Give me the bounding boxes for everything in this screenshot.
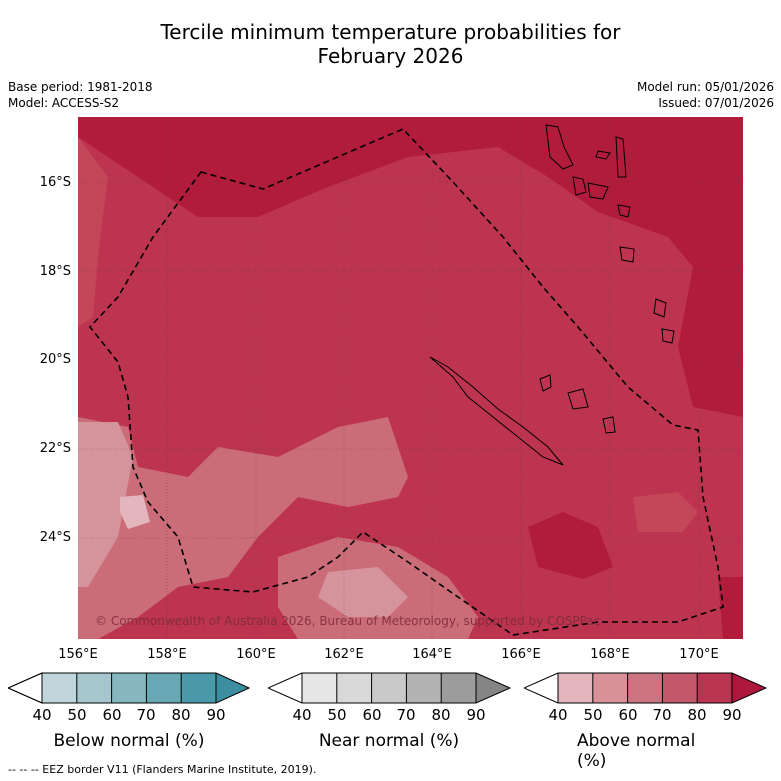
lat-label-18s: 18°S bbox=[39, 264, 71, 279]
cb1-tick-40: 40 bbox=[32, 706, 52, 724]
lon-label-158e: 158°E bbox=[147, 647, 187, 662]
vanuatu-9 bbox=[661, 328, 675, 344]
cb3-tick-80: 80 bbox=[687, 706, 707, 724]
region-60-70-west bbox=[78, 422, 133, 587]
region-above-90-southeast bbox=[718, 577, 743, 639]
loyalty-island-2 bbox=[567, 388, 589, 410]
eez-border bbox=[88, 128, 724, 636]
lat-label-24s: 24°S bbox=[39, 530, 71, 545]
cb-above-bin-1 bbox=[558, 673, 593, 703]
vanuatu-4 bbox=[587, 182, 609, 200]
cb-below-bin-4 bbox=[146, 673, 182, 703]
colorbar-below-normal bbox=[8, 672, 250, 704]
loyalty-island-3 bbox=[602, 416, 616, 434]
colorbar-above-normal bbox=[524, 672, 768, 704]
cb2-tick-40: 40 bbox=[292, 706, 312, 724]
vanuatu-3 bbox=[572, 176, 587, 196]
cb-near-bin-5 bbox=[441, 673, 476, 703]
loyalty-island-1 bbox=[539, 374, 552, 392]
probability-map bbox=[78, 117, 743, 639]
vanuatu-6 bbox=[617, 204, 631, 218]
cb3-tick-50: 50 bbox=[583, 706, 603, 724]
title-line-2: February 2026 bbox=[317, 44, 464, 68]
eez-legend: -- -- -- EEZ border V11 (Flanders Marine… bbox=[8, 763, 317, 776]
region-60-70-south bbox=[318, 567, 408, 617]
vanuatu-2 bbox=[595, 150, 611, 160]
cb1-tick-70: 70 bbox=[136, 706, 156, 724]
colorbar-below-label: Below normal (%) bbox=[53, 731, 205, 751]
lon-label-164e: 164°E bbox=[412, 647, 452, 662]
region-above-90-south bbox=[528, 512, 613, 579]
vanuatu-1 bbox=[545, 124, 574, 170]
base-period: Base period: 1981-2018 bbox=[8, 80, 153, 94]
cb-below-bin-1 bbox=[42, 673, 77, 703]
lat-label-22s: 22°S bbox=[39, 441, 71, 456]
copyright-notice: © Commonwealth of Australia 2026, Bureau… bbox=[95, 614, 601, 628]
cb-below-bin-5 bbox=[181, 673, 216, 703]
region-70-80-east bbox=[633, 492, 698, 532]
lon-label-166e: 166°E bbox=[501, 647, 541, 662]
cb-near-bin-3 bbox=[371, 673, 407, 703]
cb3-tick-90: 90 bbox=[722, 706, 742, 724]
cb2-tick-80: 80 bbox=[431, 706, 451, 724]
cb1-tick-60: 60 bbox=[102, 706, 122, 724]
lat-label-16s: 16°S bbox=[39, 175, 71, 190]
region-70-80-west bbox=[78, 137, 108, 327]
cb-below-bin-3 bbox=[111, 673, 147, 703]
model-name: Model: ACCESS-S2 bbox=[8, 96, 120, 110]
cb3-tick-70: 70 bbox=[652, 706, 672, 724]
colorbar-near-normal bbox=[268, 672, 512, 704]
lon-label-162e: 162°E bbox=[324, 647, 364, 662]
region-above-90-north bbox=[78, 117, 743, 417]
cb2-tick-50: 50 bbox=[327, 706, 347, 724]
cb-below-bin-2 bbox=[76, 673, 112, 703]
issued-date: Issued: 07/01/2026 bbox=[658, 96, 774, 110]
cb1-tick-90: 90 bbox=[206, 706, 226, 724]
cb-above-bin-4 bbox=[662, 673, 698, 703]
lon-label-170e: 170°E bbox=[679, 647, 719, 662]
colorbar-above-label: Above normal (%) bbox=[577, 731, 696, 771]
vanuatu-8 bbox=[653, 298, 667, 318]
lon-label-160e: 160°E bbox=[236, 647, 276, 662]
colorbar-near-label: Near normal (%) bbox=[318, 731, 460, 751]
cb2-tick-60: 60 bbox=[362, 706, 382, 724]
cb-near-bin-4 bbox=[406, 673, 442, 703]
model-run: Model run: 05/01/2026 bbox=[636, 80, 774, 94]
cb-near-bin-2 bbox=[336, 673, 372, 703]
cb-above-bin-3 bbox=[627, 673, 663, 703]
cb2-tick-90: 90 bbox=[466, 706, 486, 724]
region-60-70-patch bbox=[120, 495, 150, 529]
region-70-80-southwest bbox=[78, 417, 408, 639]
cb3-tick-60: 60 bbox=[618, 706, 638, 724]
cb2-tick-70: 70 bbox=[396, 706, 416, 724]
lon-label-168e: 168°E bbox=[590, 647, 630, 662]
cb-above-bin-2 bbox=[592, 673, 628, 703]
cb-near-bin-1 bbox=[302, 673, 337, 703]
vanuatu-7 bbox=[619, 246, 635, 263]
cb-above-bin-5 bbox=[697, 673, 732, 703]
title-line-1: Tercile minimum temperature probabilitie… bbox=[160, 20, 621, 44]
lon-label-156e: 156°E bbox=[58, 647, 98, 662]
coastlines bbox=[429, 124, 675, 466]
new-caledonia bbox=[429, 356, 564, 466]
cb1-tick-50: 50 bbox=[67, 706, 87, 724]
vanuatu-5 bbox=[615, 136, 627, 178]
lat-label-20s: 20°S bbox=[39, 352, 71, 367]
cb3-tick-40: 40 bbox=[548, 706, 568, 724]
cb1-tick-80: 80 bbox=[171, 706, 191, 724]
